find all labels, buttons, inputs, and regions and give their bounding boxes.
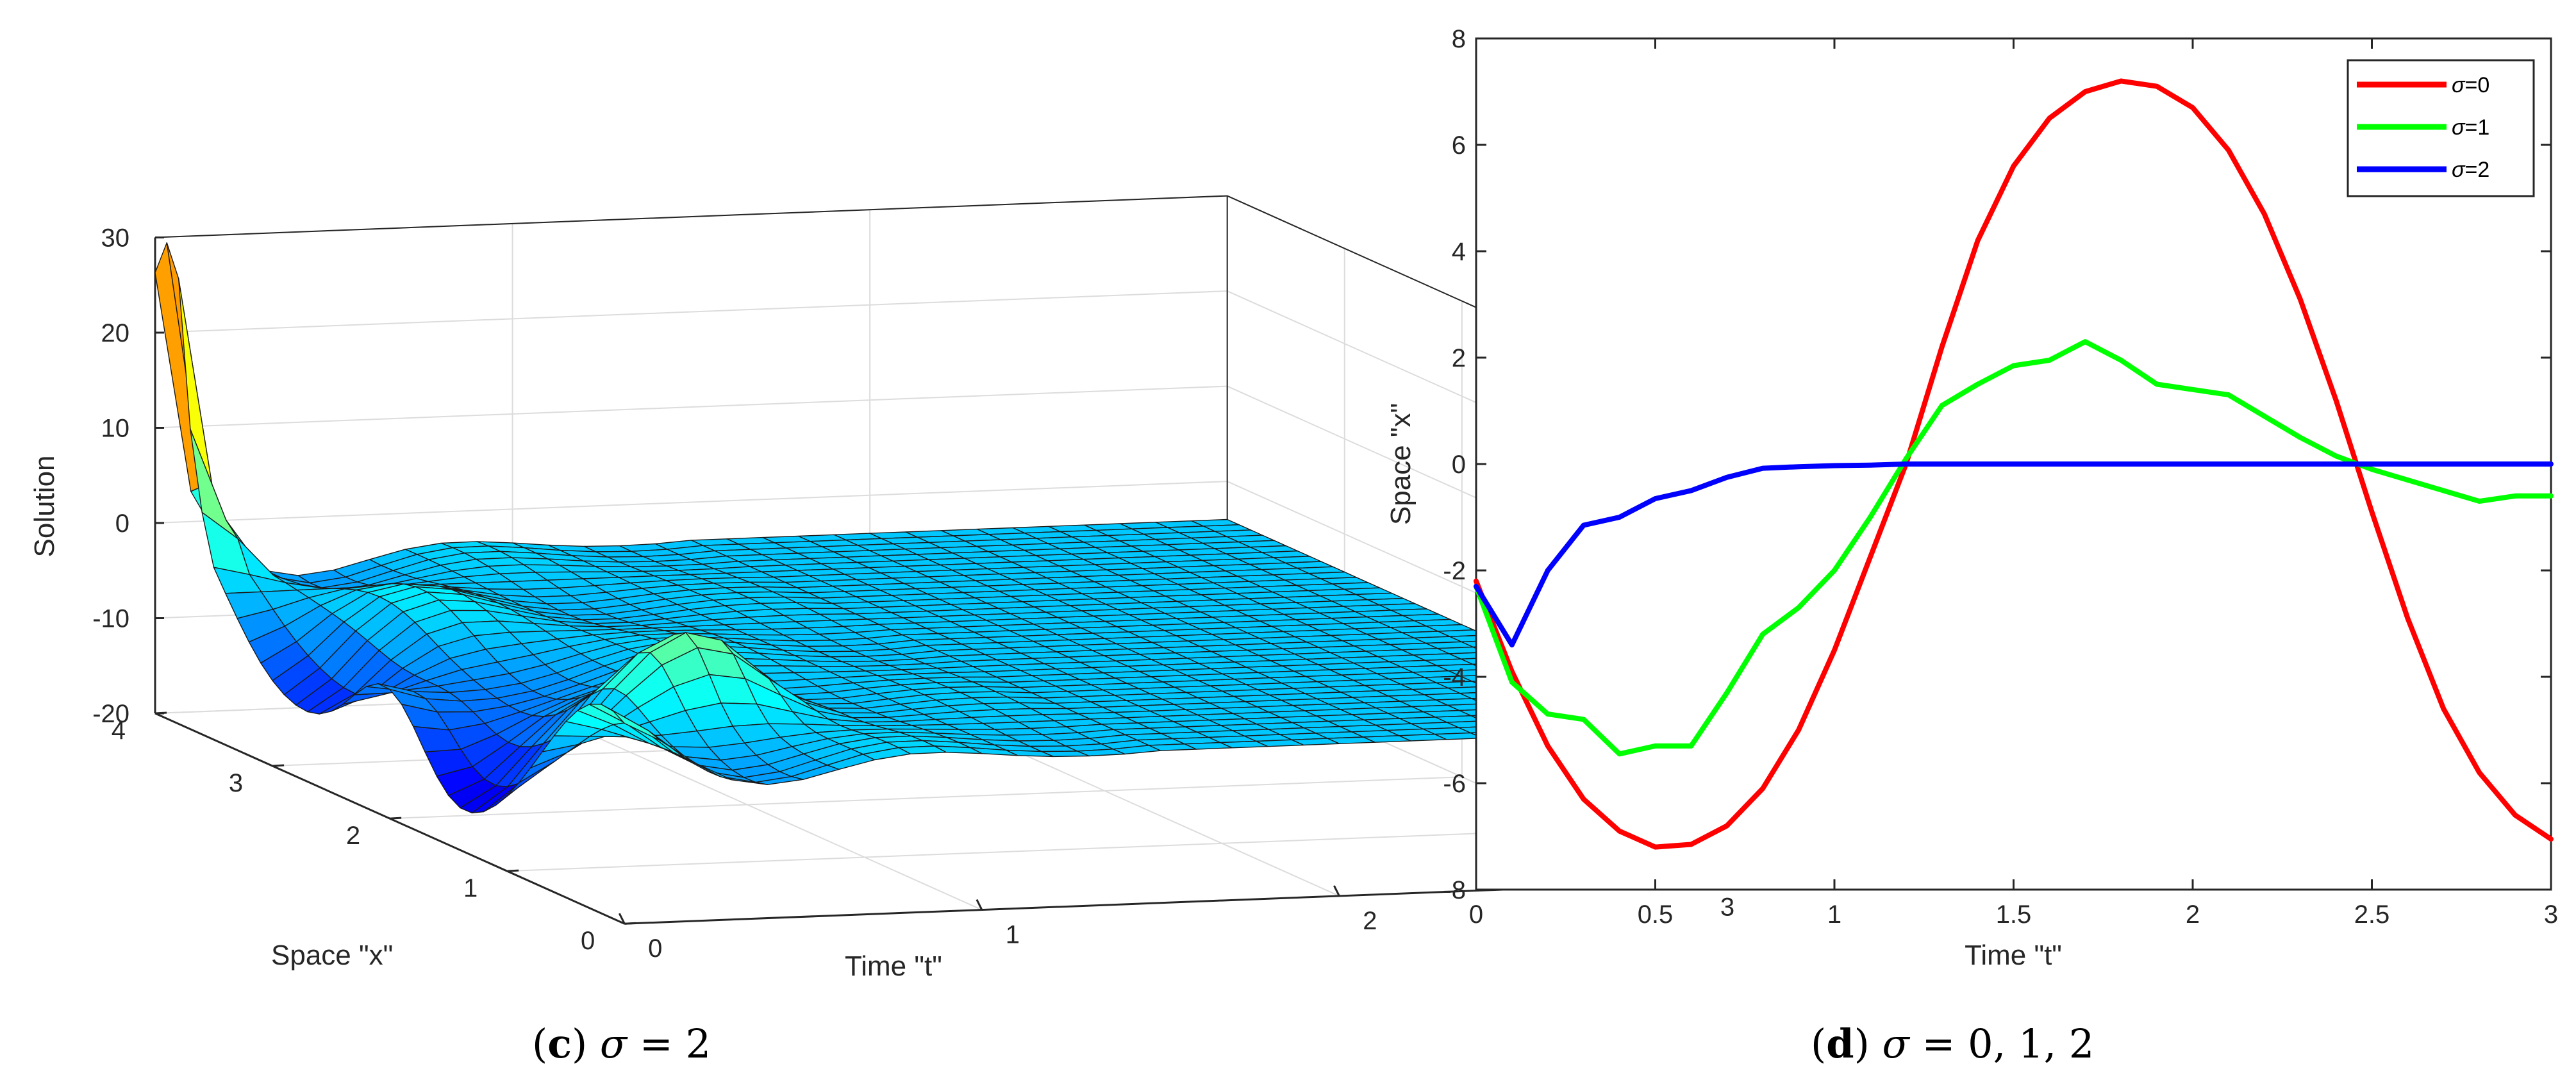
legend-sigma-value: =2 bbox=[2465, 158, 2490, 182]
x-tick-label: 2 bbox=[346, 822, 360, 850]
z-tick-label: 0 bbox=[115, 510, 129, 538]
y-tick-label: -8 bbox=[1443, 876, 1466, 904]
gridline-floor-x bbox=[390, 776, 1462, 820]
caption-c-value: = 2 bbox=[627, 1020, 711, 1067]
z-tick-label: 20 bbox=[101, 319, 130, 347]
y-tick-label: 2 bbox=[1452, 344, 1466, 372]
series-line-sigma-2 bbox=[1474, 461, 2554, 648]
t-tick-mark bbox=[618, 913, 626, 924]
y-tick-label: 6 bbox=[1452, 131, 1466, 160]
caption-c-letter: c bbox=[547, 1020, 572, 1067]
series-lines bbox=[1474, 78, 2554, 850]
y-tick-label: -6 bbox=[1443, 770, 1466, 798]
x-tick-mark bbox=[507, 869, 519, 872]
legend-sigma-symbol: σ bbox=[2452, 158, 2466, 182]
line-y-axis-label: Space "x" bbox=[1385, 403, 1417, 525]
x-tick-label: 1 bbox=[1827, 900, 1841, 929]
y-tick-label: -2 bbox=[1443, 557, 1466, 585]
legend-label-sigma-2: σ=2 bbox=[2452, 158, 2489, 182]
x-tick-mark bbox=[272, 764, 285, 767]
x-tick-label: 3 bbox=[2544, 900, 2558, 929]
y-tick-label: -4 bbox=[1443, 663, 1466, 692]
caption-d-open-paren: ( bbox=[1811, 1020, 1826, 1067]
gridline-z-wall-a bbox=[154, 290, 1227, 333]
surface-facet bbox=[612, 709, 661, 742]
legend-label-sigma-0: σ=0 bbox=[2452, 73, 2489, 97]
x-tick-label: 2 bbox=[2186, 900, 2200, 929]
z-tick-label: 10 bbox=[101, 415, 130, 443]
legend-sigma-value: =1 bbox=[2465, 115, 2490, 140]
series-line-sigma-1 bbox=[1474, 339, 2554, 757]
surface-time-axis-label: Time "t" bbox=[845, 950, 942, 982]
z-tick-label: -10 bbox=[92, 605, 129, 633]
t-tick-label: 1 bbox=[1006, 921, 1020, 949]
x-tick-label: 0 bbox=[1469, 900, 1483, 929]
legend-label-sigma-1: σ=1 bbox=[2452, 115, 2489, 140]
x-tick-mark bbox=[624, 922, 636, 925]
t-tick-label: 0 bbox=[648, 934, 662, 963]
t-tick-label: 3 bbox=[1720, 893, 1734, 921]
legend: σ=0σ=1σ=2 bbox=[2347, 59, 2535, 197]
box-edge bbox=[154, 195, 1227, 238]
caption-d-letter: d bbox=[1826, 1020, 1854, 1067]
gridline-z-wall-a bbox=[154, 385, 1227, 429]
x-tick-label: 1.5 bbox=[1996, 900, 2032, 929]
legend-sigma-value: =0 bbox=[2465, 73, 2490, 97]
surface-z-axis-label: Solution bbox=[29, 455, 60, 557]
z-tick-label: -20 bbox=[92, 700, 129, 728]
x-tick-label: 2.5 bbox=[2354, 900, 2390, 929]
z-tick-label: 30 bbox=[101, 224, 130, 253]
t-tick-label: 2 bbox=[1363, 907, 1377, 935]
line-axis-ticks: 0 0.5 1 1.5 2 2.5 3 -8 -6 -4 -2 0 2 4 6 8 bbox=[1443, 25, 2558, 929]
surface-space-axis-label: Space "x" bbox=[271, 940, 393, 971]
caption-d: (d) σ = 0, 1, 2 bbox=[1811, 1020, 2094, 1067]
series-line-sigma-0 bbox=[1474, 78, 2554, 850]
gridline-floor-x bbox=[507, 829, 1579, 872]
y-tick-label: 8 bbox=[1452, 25, 1466, 53]
t-tick-mark bbox=[976, 899, 983, 911]
solution-surface bbox=[154, 242, 1697, 814]
x-tick-label: 3 bbox=[229, 769, 243, 797]
x-tick-label: 0 bbox=[581, 927, 595, 955]
caption-c-sigma: σ bbox=[600, 1020, 628, 1067]
caption-d-value: = 0, 1, 2 bbox=[1909, 1020, 2095, 1067]
legend-sigma-symbol: σ bbox=[2452, 73, 2466, 97]
caption-c-close-paren: ) bbox=[572, 1020, 600, 1067]
y-tick-label: 0 bbox=[1452, 451, 1466, 479]
x-tick-label: 1 bbox=[463, 874, 478, 902]
caption-d-sigma: σ bbox=[1882, 1020, 1910, 1067]
y-tick-label: 4 bbox=[1452, 238, 1466, 266]
line-x-axis-label: Time "t" bbox=[1965, 940, 2062, 971]
x-tick-label: 4 bbox=[112, 717, 126, 745]
t-tick-mark bbox=[1333, 885, 1340, 897]
x-tick-label: 0.5 bbox=[1638, 900, 1674, 929]
caption-c-open-paren: ( bbox=[532, 1020, 547, 1067]
caption-d-close-paren: ) bbox=[1854, 1020, 1882, 1067]
gridline-z-wall-a bbox=[154, 481, 1227, 524]
legend-sigma-symbol: σ bbox=[2452, 115, 2466, 140]
caption-c: (c) σ = 2 bbox=[532, 1020, 711, 1067]
